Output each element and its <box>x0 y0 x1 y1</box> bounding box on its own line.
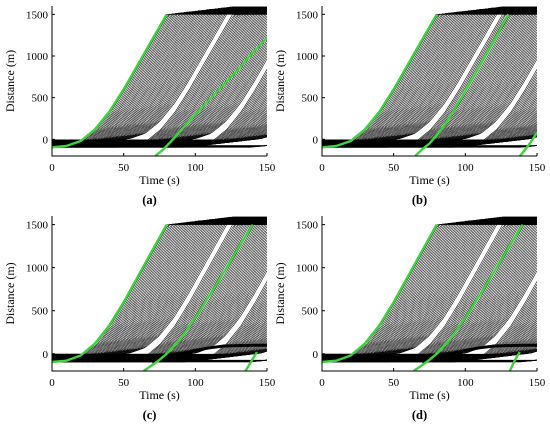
trajectory-line <box>322 223 537 362</box>
y-tick-label: 500 <box>32 306 49 318</box>
y-tick-label: 1000 <box>26 263 49 275</box>
highlight-line <box>322 224 438 364</box>
trajectory-line <box>322 231 537 358</box>
trajectory-line <box>52 42 267 142</box>
y-axis-label: Distance (m) <box>273 50 287 112</box>
y-tick-label: 0 <box>43 134 49 146</box>
trajectory-lines <box>322 216 537 363</box>
trajectory-line <box>52 136 267 141</box>
y-tick-label: 1000 <box>296 263 319 275</box>
x-tick-label: 50 <box>388 377 400 389</box>
trajectory-line <box>322 12 537 147</box>
y-tick-label: 1500 <box>26 9 49 21</box>
trajectory-line <box>322 222 537 361</box>
trajectory-line <box>52 231 267 358</box>
x-axis-label: Time (s) <box>409 173 450 187</box>
trajectory-line <box>52 351 267 355</box>
y-axis-label: Distance (m) <box>3 262 17 324</box>
x-tick-label: 150 <box>259 162 276 174</box>
trajectory-line <box>322 136 537 141</box>
trajectory-line <box>322 58 537 141</box>
trajectory-line <box>322 12 537 147</box>
highlight-line <box>518 132 537 156</box>
highlight-line <box>508 351 521 371</box>
trajectory-line <box>52 12 267 147</box>
y-tick-label: 500 <box>302 93 319 105</box>
y-tick-label: 500 <box>302 306 319 318</box>
trajectory-line <box>52 12 267 147</box>
trajectory-line <box>52 222 267 361</box>
x-tick-label: 0 <box>49 377 55 389</box>
highlight-line <box>154 36 267 156</box>
y-tick-label: 1500 <box>26 220 49 232</box>
trajectory-line <box>52 223 267 362</box>
panel-label: (b) <box>412 193 427 207</box>
panel-label: (c) <box>143 408 157 422</box>
trajectory-line <box>322 270 537 355</box>
x-tick-label: 50 <box>118 162 130 174</box>
trajectory-lines <box>52 6 267 148</box>
highlight-line <box>143 223 254 371</box>
trajectory-line <box>322 21 537 143</box>
y-axis-label: Distance (m) <box>273 262 287 324</box>
trajectory-line <box>52 58 267 141</box>
trajectory-line <box>52 223 267 362</box>
x-tick-label: 100 <box>457 377 474 389</box>
trajectory-line <box>52 12 267 147</box>
trajectory-line <box>52 253 267 356</box>
x-tick-label: 0 <box>319 377 325 389</box>
highlight-line <box>413 223 524 371</box>
trajectory-line <box>322 12 537 147</box>
y-tick-label: 1500 <box>296 9 319 21</box>
highlight-line <box>322 13 438 149</box>
x-axis-label: Time (s) <box>139 388 180 402</box>
trajectory-line <box>322 222 537 361</box>
trajectory-line <box>52 12 267 147</box>
trajectory-line <box>322 253 537 356</box>
trajectory-line <box>322 12 537 147</box>
y-tick-label: 0 <box>313 134 319 146</box>
y-tick-label: 0 <box>313 349 319 361</box>
x-tick-label: 100 <box>457 162 474 174</box>
trajectory-line <box>52 222 267 361</box>
trajectory-line <box>322 42 537 142</box>
x-tick-label: 150 <box>259 377 276 389</box>
x-axis-label: Time (s) <box>409 388 450 402</box>
x-tick-label: 50 <box>388 162 400 174</box>
y-axis-label: Distance (m) <box>3 50 17 112</box>
x-tick-label: 50 <box>118 377 130 389</box>
slow-segment-line <box>421 343 537 364</box>
highlight-line <box>52 13 168 149</box>
slow-segment-line <box>151 343 267 364</box>
x-tick-label: 0 <box>49 162 55 174</box>
x-tick-label: 0 <box>319 162 325 174</box>
x-tick-label: 100 <box>187 162 204 174</box>
y-tick-label: 1500 <box>296 220 319 232</box>
trajectory-line <box>322 351 537 355</box>
y-tick-label: 0 <box>43 349 49 361</box>
panel-label: (a) <box>142 193 157 207</box>
y-tick-label: 1000 <box>296 51 319 63</box>
trajectory-line <box>52 270 267 355</box>
highlight-line <box>52 224 168 364</box>
panel-label: (d) <box>412 408 427 422</box>
x-tick-label: 150 <box>529 162 546 174</box>
x-tick-label: 150 <box>529 377 546 389</box>
trajectory-line <box>52 21 267 143</box>
y-tick-label: 1000 <box>26 51 49 63</box>
trajectory-line <box>322 223 537 362</box>
x-tick-label: 100 <box>187 377 204 389</box>
highlight-line <box>244 351 259 371</box>
x-axis-label: Time (s) <box>139 173 180 187</box>
highlight-line <box>414 13 510 156</box>
y-tick-label: 500 <box>32 93 49 105</box>
